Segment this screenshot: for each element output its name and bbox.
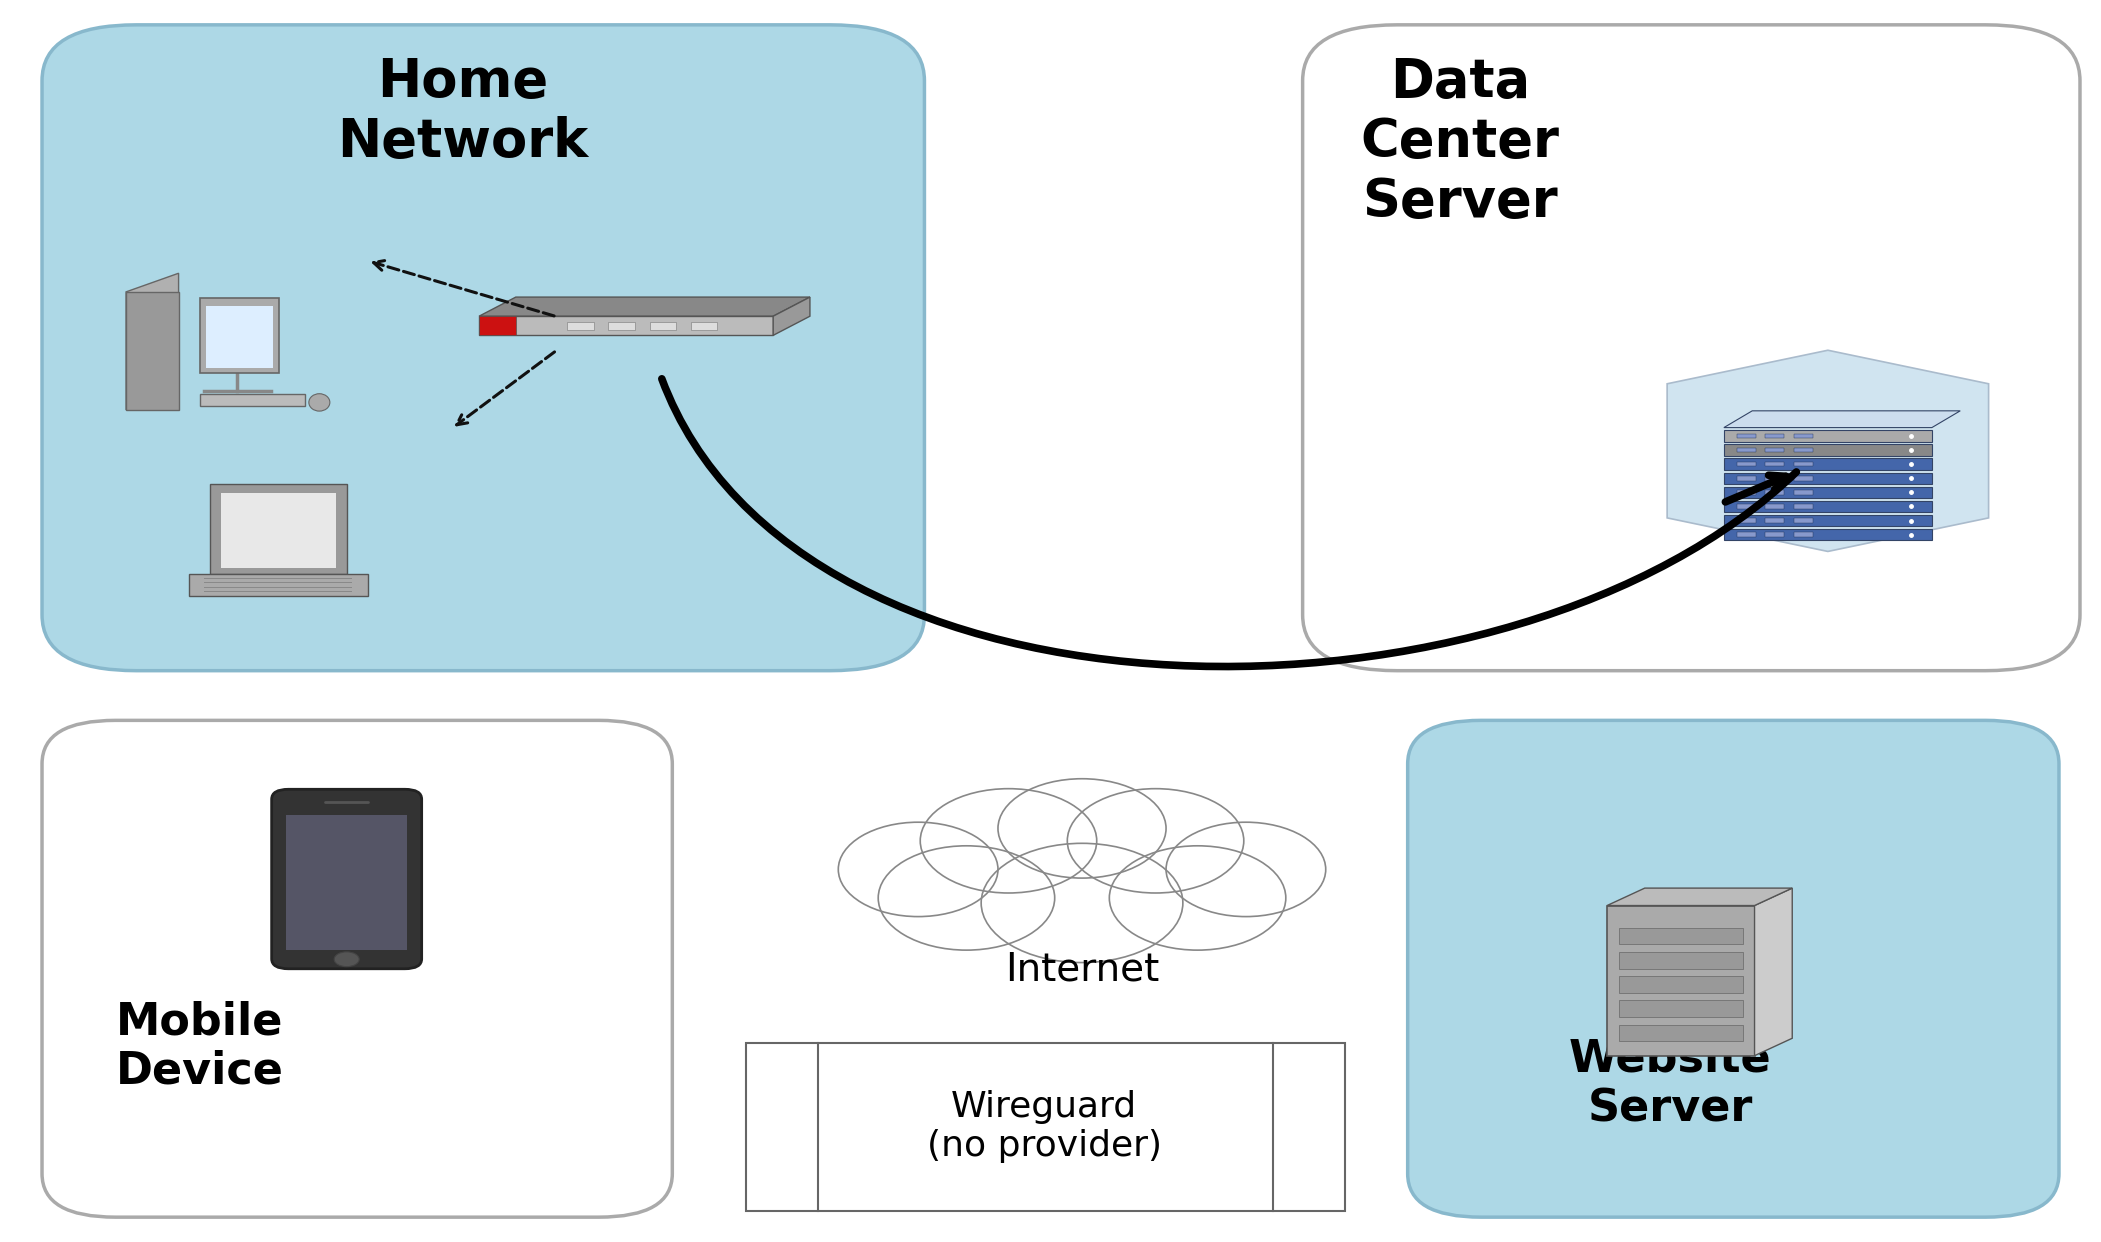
FancyBboxPatch shape [1765, 533, 1784, 537]
FancyBboxPatch shape [1618, 1025, 1744, 1041]
FancyBboxPatch shape [126, 292, 179, 410]
FancyBboxPatch shape [1723, 501, 1933, 512]
FancyBboxPatch shape [1794, 433, 1813, 438]
FancyBboxPatch shape [1303, 25, 2080, 671]
FancyBboxPatch shape [1765, 489, 1784, 494]
FancyBboxPatch shape [1738, 433, 1756, 438]
FancyBboxPatch shape [1738, 447, 1756, 452]
Circle shape [334, 951, 359, 966]
FancyBboxPatch shape [1765, 433, 1784, 438]
Polygon shape [773, 297, 811, 335]
Text: Internet: Internet [1004, 950, 1160, 989]
Text: Home
Network: Home Network [336, 56, 588, 168]
FancyBboxPatch shape [1618, 1001, 1744, 1017]
Circle shape [1067, 789, 1244, 893]
Circle shape [1109, 846, 1286, 950]
FancyBboxPatch shape [1607, 905, 1754, 1056]
Circle shape [878, 846, 1055, 950]
FancyBboxPatch shape [206, 306, 273, 368]
FancyBboxPatch shape [1723, 430, 1933, 442]
Circle shape [838, 822, 998, 917]
Polygon shape [189, 574, 368, 596]
FancyBboxPatch shape [1794, 518, 1813, 523]
FancyBboxPatch shape [1738, 518, 1756, 523]
FancyBboxPatch shape [1408, 720, 2059, 1217]
Text: Mobile
Device: Mobile Device [116, 1000, 284, 1093]
FancyBboxPatch shape [1765, 518, 1784, 523]
Polygon shape [126, 273, 179, 410]
Circle shape [920, 789, 1097, 893]
Ellipse shape [309, 394, 330, 411]
FancyBboxPatch shape [1765, 476, 1784, 481]
FancyBboxPatch shape [1723, 445, 1933, 456]
FancyBboxPatch shape [200, 298, 279, 373]
FancyBboxPatch shape [42, 25, 924, 671]
FancyBboxPatch shape [1723, 514, 1933, 527]
FancyBboxPatch shape [1765, 504, 1784, 509]
FancyBboxPatch shape [1738, 533, 1756, 537]
FancyBboxPatch shape [746, 1043, 1345, 1211]
Polygon shape [1754, 888, 1792, 1056]
FancyBboxPatch shape [1618, 953, 1744, 969]
Circle shape [1166, 822, 1326, 917]
Polygon shape [210, 484, 347, 574]
FancyBboxPatch shape [271, 790, 422, 969]
FancyBboxPatch shape [1794, 489, 1813, 494]
Circle shape [998, 779, 1166, 878]
Polygon shape [1723, 411, 1960, 427]
FancyBboxPatch shape [1765, 462, 1784, 467]
Polygon shape [1668, 350, 1988, 551]
FancyBboxPatch shape [1794, 476, 1813, 481]
FancyBboxPatch shape [1738, 489, 1756, 494]
FancyBboxPatch shape [1723, 529, 1933, 540]
Polygon shape [479, 317, 773, 335]
FancyBboxPatch shape [1723, 487, 1933, 498]
FancyBboxPatch shape [649, 323, 677, 330]
FancyBboxPatch shape [1618, 976, 1744, 992]
FancyBboxPatch shape [1738, 462, 1756, 467]
FancyBboxPatch shape [1723, 472, 1933, 484]
Polygon shape [1607, 888, 1792, 905]
FancyBboxPatch shape [286, 815, 408, 950]
FancyBboxPatch shape [691, 323, 716, 330]
FancyBboxPatch shape [1738, 476, 1756, 481]
FancyBboxPatch shape [42, 720, 672, 1217]
Text: Data
Center
Server: Data Center Server [1361, 56, 1559, 229]
FancyBboxPatch shape [1794, 533, 1813, 537]
Text: Wireguard
(no provider): Wireguard (no provider) [927, 1089, 1162, 1164]
FancyBboxPatch shape [200, 394, 305, 406]
FancyBboxPatch shape [1794, 504, 1813, 509]
FancyBboxPatch shape [1765, 447, 1784, 452]
Text: Website
Server: Website Server [1569, 1037, 1771, 1130]
FancyBboxPatch shape [1794, 462, 1813, 467]
Polygon shape [221, 493, 336, 568]
FancyBboxPatch shape [1794, 447, 1813, 452]
FancyBboxPatch shape [1618, 928, 1744, 944]
FancyBboxPatch shape [567, 323, 595, 330]
FancyBboxPatch shape [609, 323, 635, 330]
FancyBboxPatch shape [1738, 504, 1756, 509]
Polygon shape [479, 317, 515, 335]
FancyBboxPatch shape [1723, 458, 1933, 469]
Polygon shape [479, 297, 811, 317]
Circle shape [981, 843, 1183, 963]
